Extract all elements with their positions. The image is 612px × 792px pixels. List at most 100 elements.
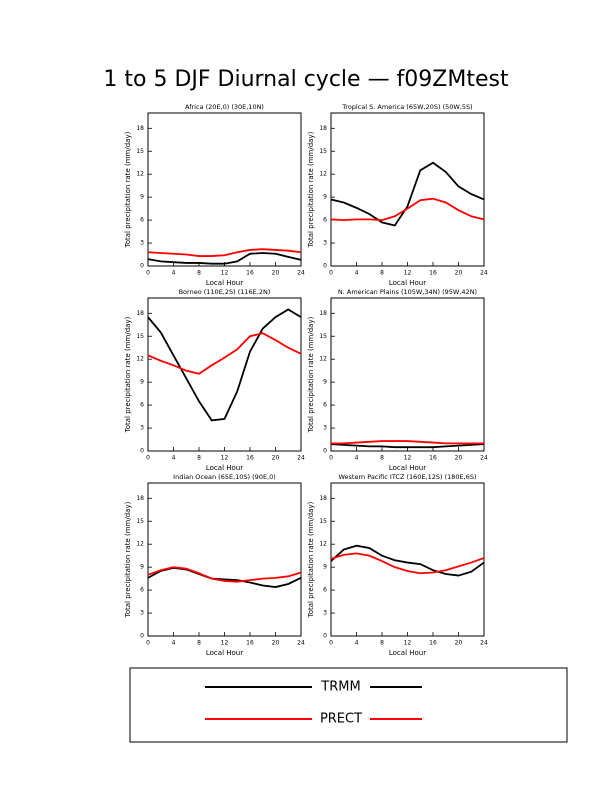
x-axis-label: Local Hour xyxy=(389,279,426,287)
y-tick-label: 12 xyxy=(136,171,144,178)
y-tick-label: 0 xyxy=(323,633,327,640)
series-line xyxy=(330,197,485,222)
x-tick-label: 20 xyxy=(455,455,463,462)
x-axis-label: Local Hour xyxy=(389,649,426,657)
plot-frame xyxy=(330,112,485,267)
y-tick-label: 9 xyxy=(140,194,144,201)
x-tick-label: 0 xyxy=(146,640,150,647)
y-tick-label: 3 xyxy=(323,425,327,432)
figure-title: 1 to 5 DJF Diurnal cycle — f09ZMtest xyxy=(103,67,509,92)
x-axis-label: Local Hour xyxy=(206,279,243,287)
x-tick-label: 12 xyxy=(404,455,412,462)
y-tick-label: 9 xyxy=(140,564,144,571)
y-tick-label: 15 xyxy=(136,148,144,155)
x-axis-label: Local Hour xyxy=(206,464,243,472)
y-tick-label: 6 xyxy=(140,217,144,224)
series-line xyxy=(330,544,485,577)
x-tick-label: 0 xyxy=(146,455,150,462)
y-axis-label: Total precipitation rate (mm/day) xyxy=(124,131,132,248)
y-tick-label: 9 xyxy=(323,194,327,201)
plot-frame xyxy=(330,482,485,637)
y-tick-label: 0 xyxy=(140,633,144,640)
x-tick-label: 12 xyxy=(404,640,412,647)
series-line xyxy=(147,252,302,265)
x-tick-label: 4 xyxy=(355,455,359,462)
x-tick-label: 8 xyxy=(380,640,384,647)
y-tick-label: 0 xyxy=(323,448,327,455)
x-tick-label: 20 xyxy=(272,270,280,277)
y-tick-label: 12 xyxy=(319,541,327,548)
series-line xyxy=(330,161,485,227)
y-axis-label: Total precipitation rate (mm/day) xyxy=(124,501,132,618)
y-tick-label: 18 xyxy=(319,125,327,132)
y-tick-label: 18 xyxy=(319,495,327,502)
y-axis-label: Total precipitation rate (mm/day) xyxy=(307,131,315,248)
x-tick-label: 4 xyxy=(172,455,176,462)
y-tick-label: 9 xyxy=(323,564,327,571)
x-axis-label: Local Hour xyxy=(206,649,243,657)
x-tick-label: 24 xyxy=(297,270,305,277)
series-line xyxy=(330,552,485,575)
y-tick-label: 6 xyxy=(323,217,327,224)
y-tick-label: 15 xyxy=(319,333,327,340)
x-tick-label: 24 xyxy=(297,640,305,647)
y-tick-label: 6 xyxy=(140,587,144,594)
y-axis-label: Total precipitation rate (mm/day) xyxy=(307,316,315,433)
x-tick-label: 16 xyxy=(246,640,254,647)
x-tick-label: 4 xyxy=(355,640,359,647)
x-tick-label: 12 xyxy=(221,640,229,647)
y-tick-label: 18 xyxy=(136,495,144,502)
panel-title: Tropical S. America (65W,20S) (50W,5S) xyxy=(341,103,472,111)
y-tick-label: 0 xyxy=(140,448,144,455)
x-tick-label: 8 xyxy=(197,640,201,647)
y-tick-label: 18 xyxy=(136,310,144,317)
x-tick-label: 8 xyxy=(380,270,384,277)
x-tick-label: 20 xyxy=(455,270,463,277)
legend-label: PRECT xyxy=(320,712,362,727)
panel-title: Western Pacific ITCZ (160E,12S) (180E,6S… xyxy=(338,473,476,481)
plot-frame xyxy=(147,112,302,267)
x-tick-label: 0 xyxy=(329,640,333,647)
x-tick-label: 12 xyxy=(221,455,229,462)
panel-title: Africa (20E,0) (30E,10N) xyxy=(185,103,264,111)
x-tick-label: 16 xyxy=(429,640,437,647)
x-tick-label: 20 xyxy=(272,455,280,462)
y-tick-label: 3 xyxy=(140,425,144,432)
y-tick-label: 9 xyxy=(323,379,327,386)
x-tick-label: 20 xyxy=(455,640,463,647)
y-axis-label: Total precipitation rate (mm/day) xyxy=(307,501,315,618)
x-tick-label: 24 xyxy=(480,640,488,647)
series-line xyxy=(147,332,302,375)
y-tick-label: 6 xyxy=(140,402,144,409)
y-tick-label: 3 xyxy=(140,240,144,247)
y-tick-label: 6 xyxy=(323,587,327,594)
panel-title: Indian Ocean (65E,10S) (90E,0) xyxy=(173,473,276,481)
y-tick-label: 15 xyxy=(319,148,327,155)
y-tick-label: 12 xyxy=(319,356,327,363)
x-tick-label: 0 xyxy=(329,455,333,462)
y-tick-label: 12 xyxy=(136,541,144,548)
x-tick-label: 4 xyxy=(172,640,176,647)
y-tick-label: 15 xyxy=(136,333,144,340)
y-tick-label: 18 xyxy=(319,310,327,317)
y-tick-label: 6 xyxy=(323,402,327,409)
legend-box xyxy=(129,667,568,743)
x-tick-label: 16 xyxy=(429,270,437,277)
y-tick-label: 12 xyxy=(136,356,144,363)
x-tick-label: 16 xyxy=(246,270,254,277)
x-tick-label: 24 xyxy=(480,455,488,462)
y-tick-label: 15 xyxy=(136,518,144,525)
series-line xyxy=(147,248,302,257)
y-tick-label: 15 xyxy=(319,518,327,525)
x-tick-label: 8 xyxy=(197,270,201,277)
series-line xyxy=(147,308,302,422)
y-tick-label: 12 xyxy=(319,171,327,178)
x-tick-label: 4 xyxy=(172,270,176,277)
x-tick-label: 24 xyxy=(480,270,488,277)
panel-title: N. American Plains (105W,34N) (95W,42N) xyxy=(338,288,477,296)
y-tick-label: 3 xyxy=(323,240,327,247)
series-line xyxy=(330,443,485,449)
x-tick-label: 0 xyxy=(329,270,333,277)
x-tick-label: 16 xyxy=(429,455,437,462)
